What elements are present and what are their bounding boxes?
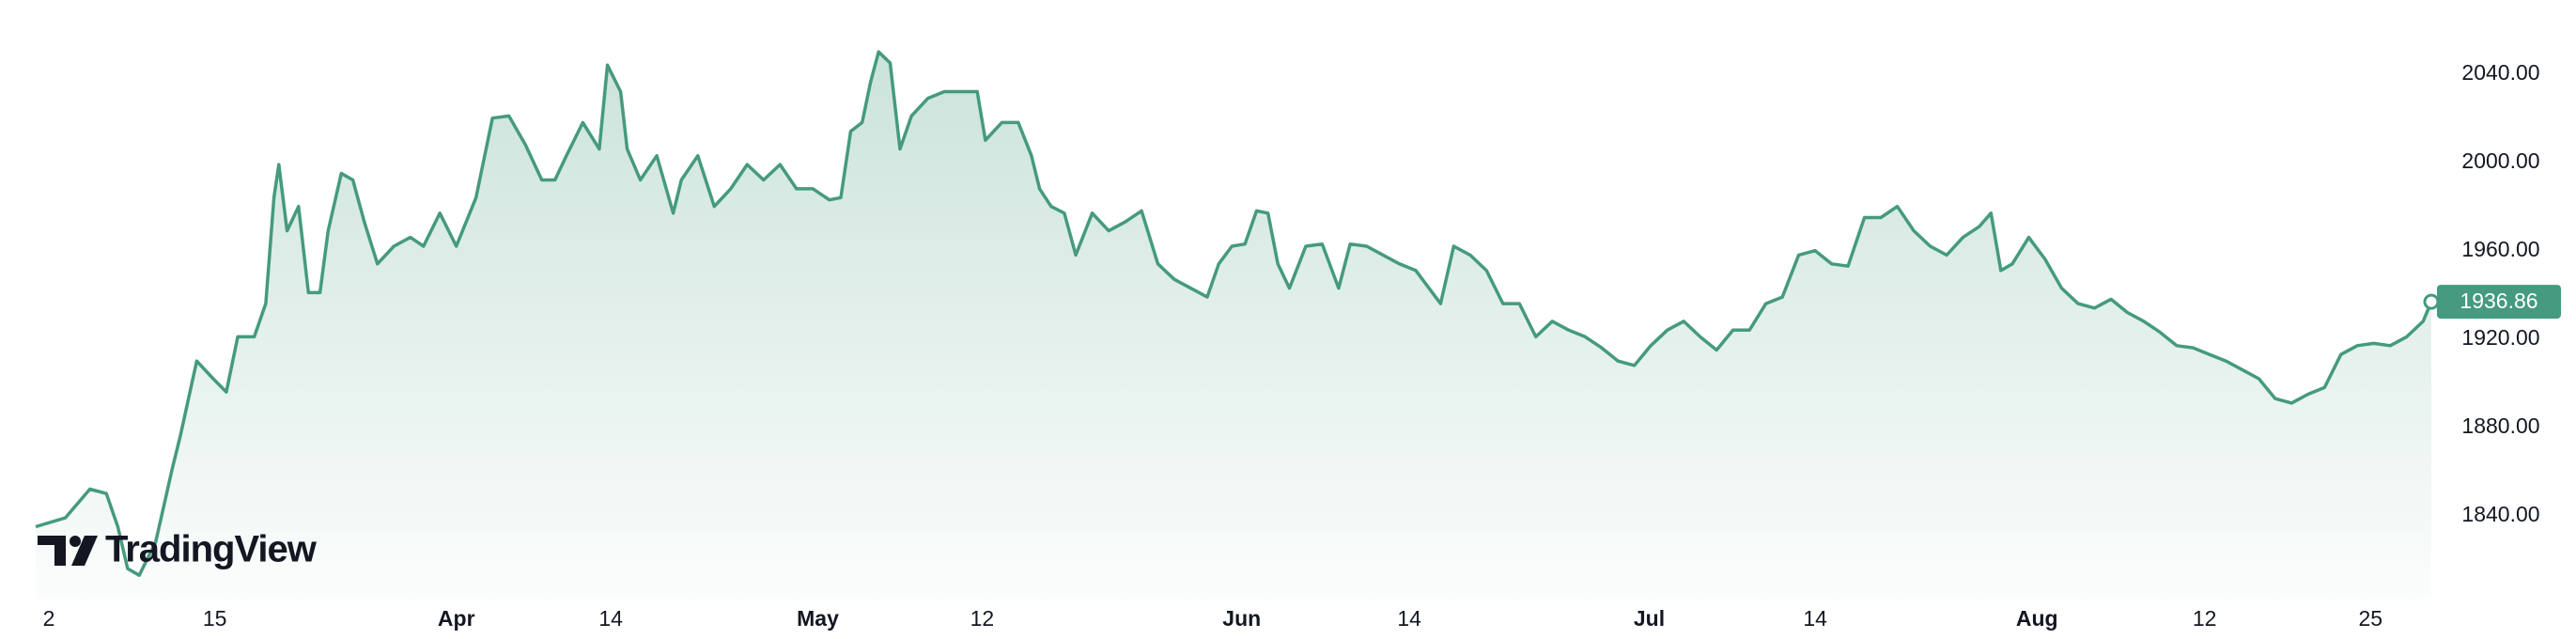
x-tick-label: May [797,606,839,631]
x-tick-label: Aug [2016,606,2058,631]
area-fill [36,52,2431,600]
x-tick-label: Jun [1222,606,1261,631]
x-tick-label: 12 [970,606,995,631]
last-point [2423,293,2440,310]
x-tick-label: 14 [598,606,623,631]
logo-text: TradingView [105,529,318,570]
x-tick-label: 14 [1803,606,1827,631]
x-tick-label: 12 [2193,606,2217,631]
x-tick-label: Apr [438,606,475,631]
y-tick-label: 2040.00 [2461,60,2539,85]
x-tick-label: 14 [1397,606,1421,631]
price-tag-label: 1936.86 [2460,288,2537,313]
y-tick-label: 1840.00 [2461,502,2539,526]
logo-icon [38,536,66,566]
x-tick-label: 25 [2358,606,2382,631]
y-tick-label: 1880.00 [2461,413,2539,438]
x-tick-label: Jul [1634,606,1665,631]
price-line [35,50,2433,577]
price-tag [2437,285,2561,320]
x-tick-label: 2 [43,606,55,631]
logo: TradingView [38,529,318,570]
y-tick-label: 1960.00 [2461,237,2539,261]
plot-area [35,50,2440,600]
logo-icon-dot [70,536,81,547]
y-tick-label: 2000.00 [2461,148,2539,173]
y-tick-label: 1920.00 [2461,325,2539,350]
logo-icon-slash [71,536,98,566]
x-tick-label: 15 [203,606,227,631]
